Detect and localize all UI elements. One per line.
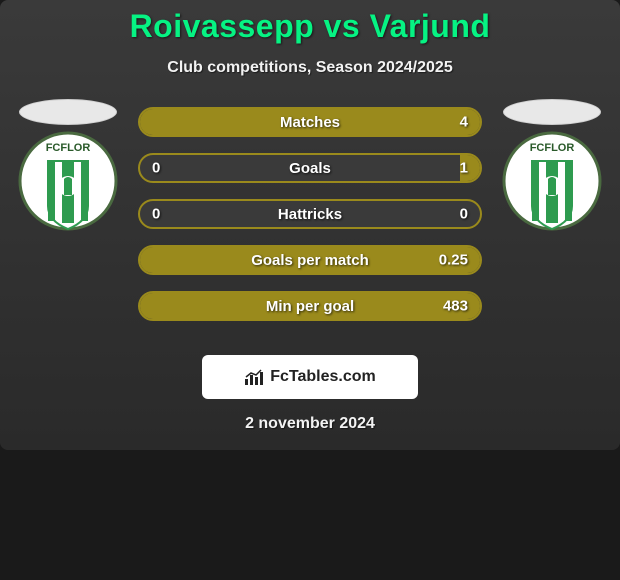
stat-row: Goals per match 0.25 (138, 245, 482, 275)
brand-box[interactable]: FcTables.com (202, 355, 418, 399)
stat-row: Min per goal 483 (138, 291, 482, 321)
subtitle: Club competitions, Season 2024/2025 (0, 59, 620, 77)
stat-value-right: 0 (460, 206, 468, 223)
stat-value-right: 483 (443, 298, 468, 315)
stat-value-right: 0.25 (439, 252, 468, 269)
stat-label: Matches (280, 114, 340, 131)
stat-value-left: 0 (152, 206, 160, 223)
stat-label: Goals per match (251, 252, 369, 269)
stat-row: Matches 4 (138, 107, 482, 137)
stat-row: 0 Hattricks 0 (138, 199, 482, 229)
badge-text-right: FCFLOR (530, 142, 575, 154)
club-badge-left: FCFLOR (18, 131, 118, 241)
stat-row: 0 Goals 1 (138, 153, 482, 183)
club-badge-right: FCFLOR (502, 131, 602, 241)
stat-value-right: 1 (460, 160, 468, 177)
stat-value-left: 0 (152, 160, 160, 177)
stat-label: Min per goal (266, 298, 354, 315)
page-title: Roivassepp vs Varjund (0, 8, 620, 45)
stat-label: Goals (289, 160, 331, 177)
stat-value-right: 4 (460, 114, 468, 131)
avatar-placeholder-right (503, 99, 601, 125)
player-left-column: FCFLOR (8, 99, 128, 241)
stat-bars: Matches 4 0 Goals 1 0 Hattricks 0 Goals per matc… (138, 107, 482, 321)
brand-chart-icon (244, 368, 266, 386)
comparison-card: Roivassepp vs Varjund Club competitions,… (0, 0, 620, 450)
stat-label: Hattricks (278, 206, 342, 223)
player-right-column: FCFLOR (492, 99, 612, 241)
brand-text: FcTables.com (270, 368, 376, 386)
avatar-placeholder-left (19, 99, 117, 125)
content-area: FCFLOR FCFLOR (0, 107, 620, 337)
date-text: 2 november 2024 (0, 415, 620, 433)
badge-text-left: FCFLOR (46, 142, 91, 154)
brand-inner: FcTables.com (244, 368, 376, 386)
